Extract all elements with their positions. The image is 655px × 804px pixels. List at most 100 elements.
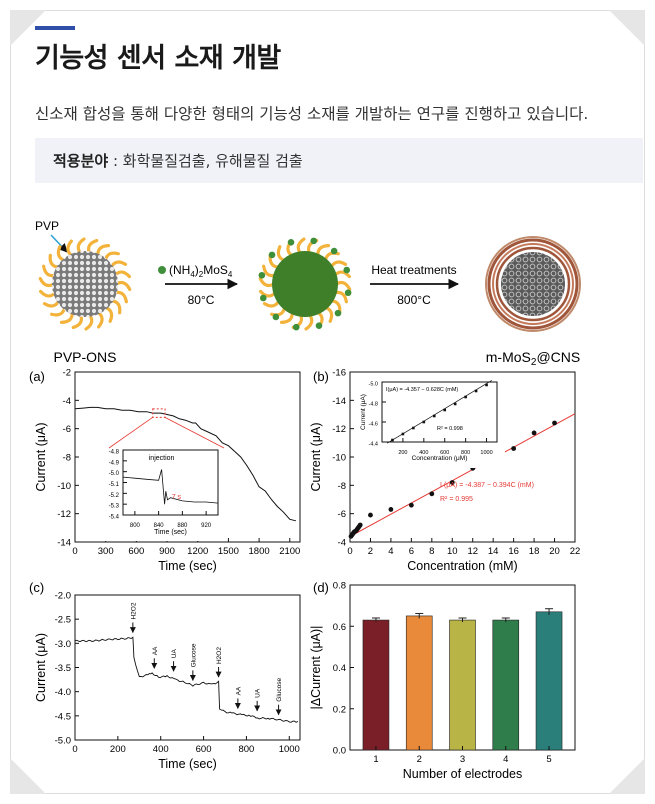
- y-tick-label: -14: [57, 538, 71, 549]
- y-tick-label: -2.5: [55, 615, 71, 626]
- pvp-chain: [323, 251, 340, 263]
- x-tick-label: 1000: [480, 450, 492, 456]
- bar: [535, 611, 563, 751]
- y-tick-label: -4.8: [109, 450, 120, 456]
- x-tick-label: 8: [429, 546, 434, 557]
- y-tick-label: -4.9: [109, 460, 120, 466]
- y-axis-label: Current (μA): [309, 422, 323, 491]
- x-axis-label: Number of electrodes: [403, 767, 523, 781]
- x-tick-label: 920: [201, 523, 212, 529]
- data-point: [429, 491, 435, 497]
- data-point: [357, 522, 363, 528]
- chart-c-selectivity: 0 200 400 600 800 1000 -2.0 -2.5 -3.0 -3.5 -4.0 -4.…: [34, 591, 301, 771]
- x-tick-label: 3: [460, 754, 465, 765]
- mos4-dot: [315, 322, 323, 330]
- data-point: [531, 430, 537, 436]
- x-tick-label: 800: [130, 523, 141, 529]
- x-axis-label: Time (sec): [158, 559, 217, 573]
- pvp-chain: [50, 305, 67, 317]
- mos4-dot: [292, 323, 300, 331]
- y-tick-label: -2.0: [55, 591, 71, 602]
- pvp-chain: [323, 305, 334, 323]
- x-axis-label: Concentration (mM): [407, 559, 517, 573]
- injection-label: H2O2: [216, 647, 223, 664]
- x-tick-label: 200: [398, 450, 407, 456]
- y-tick-label: -5.1: [109, 482, 120, 488]
- chart-a-amperometric: 0 300 600 900 1200 1500 1800 2100 -2 -4 -6 -8 -10 -12…: [34, 368, 301, 573]
- y-tick-label: -4.0: [55, 687, 71, 698]
- inset-data-point: [453, 402, 457, 406]
- zoom-region: [152, 408, 166, 418]
- series-line: [74, 406, 297, 522]
- pvp-chain: [270, 305, 287, 317]
- x-tick-label: 900: [159, 546, 175, 557]
- injection-label: UA: [255, 688, 262, 698]
- inset-data-point: [474, 389, 478, 393]
- plot-frame: [74, 594, 301, 741]
- x-axis-label: Time (sec): [158, 757, 217, 771]
- bar: [492, 619, 520, 751]
- y-tick-label: 0.0: [333, 746, 346, 757]
- panel-d-label: (d): [313, 580, 329, 595]
- series-line: [74, 636, 299, 723]
- mos4-dot: [272, 313, 280, 321]
- injection-label: AA: [235, 686, 242, 695]
- y-tick-label: 0.8: [333, 581, 346, 592]
- y-tick-label: -3.0: [55, 639, 71, 650]
- injection-label: Glucose: [276, 677, 283, 701]
- x-tick-label: 300: [98, 546, 114, 557]
- y-tick-label: -14: [332, 396, 346, 407]
- mos4-dot: [268, 251, 276, 259]
- mos4-dot: [334, 309, 342, 317]
- x-tick-label: 0: [72, 744, 77, 755]
- step2-temperature: 800°C: [397, 293, 431, 307]
- y-tick-label: -12: [57, 509, 71, 520]
- x-tick-label: 0: [72, 546, 77, 557]
- x-tick-label: 4: [503, 754, 508, 765]
- bar: [362, 619, 390, 751]
- y-tick-label: -6: [63, 424, 71, 435]
- corner-fold-top-right: [609, 10, 645, 46]
- pvp-chain: [276, 245, 287, 263]
- chart-b-calibration: 0 2 4 6 8 10 12 14 16 18 20 22 -4 -6 -8 -10 -12 -14 -16 Con…: [309, 368, 580, 574]
- y-axis-label: Current (μA): [34, 422, 48, 491]
- applications-separator: :: [108, 152, 123, 170]
- y-tick-label: -4.5: [55, 711, 71, 722]
- mos4-dot: [310, 237, 318, 245]
- pvp-chain: [96, 310, 104, 329]
- data-point: [408, 502, 414, 508]
- y-tick-label: -5.3: [109, 504, 120, 510]
- y-tick-label: -2: [63, 368, 71, 379]
- pvp-chain: [103, 251, 120, 263]
- inset-data-point: [432, 414, 436, 418]
- step1-temperature: 80°C: [188, 293, 215, 307]
- fit-line: [349, 413, 576, 537]
- inset-fit-line: [387, 380, 492, 444]
- zoom-connector: [164, 416, 225, 449]
- pvp-ons-particle: [38, 237, 132, 331]
- x-tick-label: 600: [196, 744, 212, 755]
- x-tick-label: 6: [409, 546, 414, 557]
- x-tick-label: 880: [177, 523, 188, 529]
- pvp-chain: [334, 280, 352, 291]
- y-tick-label: -5.0: [109, 471, 120, 477]
- panel-c-label: (c): [29, 580, 44, 595]
- y-tick-label: -5.0: [369, 382, 378, 388]
- x-tick-label: 1000: [279, 744, 300, 755]
- plot-frame: [381, 381, 498, 443]
- y-tick-label: 0.6: [333, 622, 346, 633]
- y-tick-label: -4.6: [369, 422, 378, 428]
- inset-r-squared: R² = 0.998: [437, 426, 463, 432]
- x-tick-label: 22: [570, 546, 581, 557]
- data-point: [449, 480, 455, 485]
- x-tick-label: 16: [508, 546, 519, 557]
- x-tick-label: 10: [447, 546, 458, 557]
- y-tick-label: -5.0: [55, 736, 71, 747]
- x-tick-label: 2: [368, 546, 373, 557]
- pvp-chain: [109, 260, 128, 269]
- y-tick-label: -10: [57, 481, 71, 492]
- y-tick-label: -12: [332, 424, 346, 435]
- pvp-chain: [329, 260, 348, 269]
- x-tick-label: 5: [546, 754, 551, 765]
- research-figure: PVP (NH4)2MoS4 80°C Heat treatments 800°…: [25, 200, 625, 790]
